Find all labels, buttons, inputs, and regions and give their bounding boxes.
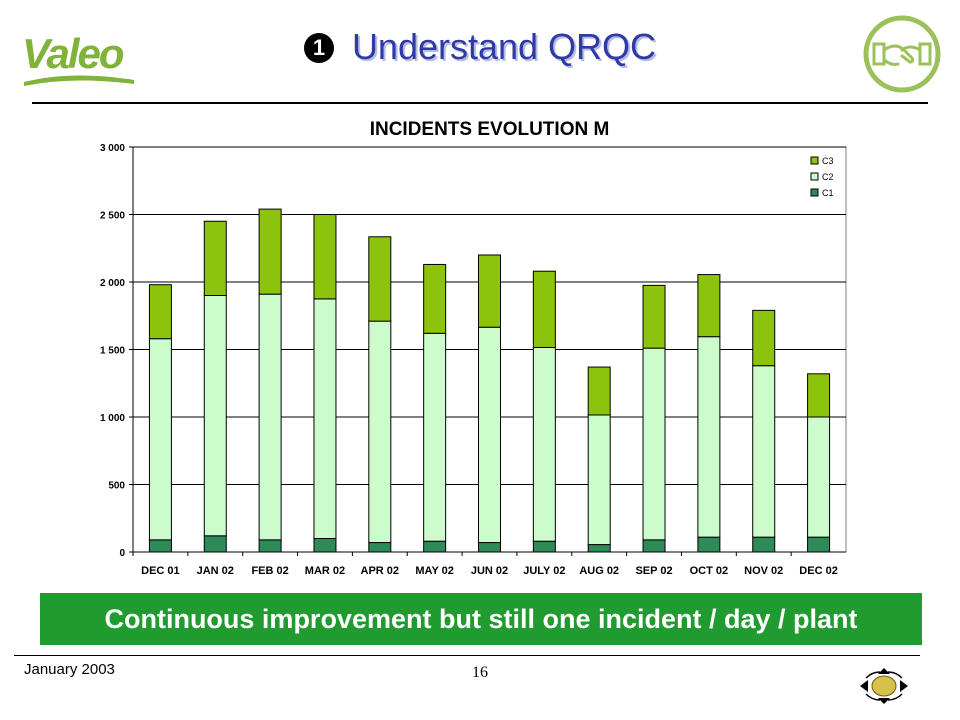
x-tick-label: JULY 02: [523, 565, 565, 577]
bar-c3: [532, 270, 556, 348]
x-tick-label: FEB 02: [251, 565, 288, 577]
legend-swatch-c1: [810, 188, 819, 197]
bar-c2: [203, 295, 227, 537]
legend-swatch-c2: [810, 172, 819, 181]
x-tick-label: JUN 02: [471, 565, 508, 577]
legend-swatch-c3: [810, 156, 819, 165]
x-tick-label: APR 02: [361, 565, 400, 577]
y-tick-label: 2 500: [100, 211, 125, 222]
x-tick-label: NOV 02: [744, 565, 783, 577]
bar-c2: [148, 338, 172, 541]
x-tick-label: OCT 02: [690, 565, 729, 577]
y-tick-label: 2 000: [100, 278, 125, 289]
page-title-text: Understand QRQC: [351, 26, 657, 67]
bar-c1: [478, 542, 501, 553]
y-tick-label: 1 500: [100, 346, 125, 357]
numbered-bullet: 1: [303, 33, 334, 63]
x-tick-label: DEC 02: [799, 565, 838, 577]
bar-c1: [203, 535, 227, 553]
bar-c3: [148, 284, 172, 340]
bar-c1: [258, 539, 282, 553]
bar-c1: [642, 539, 666, 553]
bar-c1: [423, 540, 447, 553]
bar-c2: [587, 414, 611, 546]
bar-c3: [587, 366, 611, 416]
bar-c1: [587, 544, 611, 553]
bar-c2: [313, 298, 337, 539]
header-divider: [32, 102, 928, 104]
bar-c3: [423, 263, 447, 334]
valeo-logo-swoosh: [24, 75, 134, 86]
valeo-logo-text: Valeo: [22, 30, 124, 77]
footer-date: January 2003: [24, 661, 115, 678]
bar-c3: [807, 373, 831, 418]
x-tick-label: SEP 02: [635, 565, 672, 577]
y-tick-label: 500: [108, 481, 125, 492]
bar-c2: [423, 332, 447, 542]
handshake-icon: [863, 15, 941, 93]
bar-c2: [807, 416, 831, 538]
y-tick-label: 3 000: [100, 143, 125, 154]
bar-c2: [478, 326, 501, 544]
bar-c1: [532, 540, 556, 553]
x-tick-label: JAN 02: [197, 565, 234, 577]
bar-c3: [697, 274, 721, 338]
bar-c1: [752, 536, 776, 553]
x-tick-label: DEC 01: [141, 565, 180, 577]
bar-c2: [368, 320, 392, 544]
legend-label: C2: [822, 172, 834, 182]
legend-label: C3: [822, 156, 834, 166]
x-tick-label: MAY 02: [415, 565, 454, 577]
bar-c3: [258, 208, 282, 295]
bar-c2: [532, 346, 556, 542]
bar-c1: [368, 542, 392, 553]
bar-c1: [697, 536, 721, 553]
bar-c3: [478, 254, 501, 328]
incidents-chart: INCIDENTS EVOLUTION M 0 500 1 000 1 500 2 000…: [100, 119, 847, 577]
bar-c3: [752, 309, 776, 367]
page-title: 1 Understand QRQC: [0, 26, 960, 68]
legend-label: C1: [822, 188, 834, 198]
bar-c2: [752, 365, 776, 538]
bar-c3: [642, 284, 666, 349]
footer-divider: [14, 655, 920, 656]
y-tick-label: 0: [119, 548, 125, 559]
x-tick-label: MAR 02: [305, 565, 345, 577]
x-tick-label: AUG 02: [579, 565, 619, 577]
bar-c1: [807, 536, 831, 553]
valeo-logo: Valeo: [22, 30, 140, 90]
chart-title: INCIDENTS EVOLUTION M: [370, 119, 610, 140]
bar-c2: [258, 293, 282, 541]
bar-c2: [697, 336, 721, 538]
y-tick-label: 1 000: [100, 413, 125, 424]
bar-c3: [203, 220, 227, 296]
cycle-icon: [860, 668, 908, 704]
bar-c3: [368, 236, 392, 322]
bar-c1: [313, 538, 337, 553]
bar-c1: [148, 539, 172, 553]
bar-c2: [642, 347, 666, 541]
bar-c3: [313, 214, 337, 300]
page-number: 16: [472, 664, 488, 681]
conclusion-banner: Continuous improvement but still one inc…: [40, 593, 922, 645]
